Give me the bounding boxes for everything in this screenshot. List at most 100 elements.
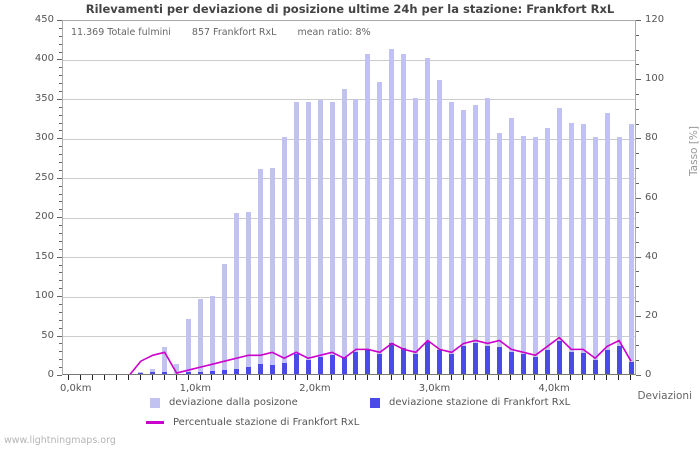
bar-deviation-light — [365, 53, 371, 374]
x-tick-mark — [331, 375, 333, 380]
bar-deviation-light — [209, 295, 215, 374]
y-minor-tick-left — [59, 304, 62, 305]
x-tick-mark — [582, 375, 584, 380]
bar-deviation-station — [413, 353, 419, 374]
bar-deviation-station — [508, 351, 514, 374]
x-tick-mark — [450, 375, 452, 380]
y-tick-mark-left — [57, 20, 62, 21]
bar-deviation-station — [198, 371, 204, 374]
legend-label: deviazione dalla posizone — [169, 397, 298, 408]
x-tick-mark — [522, 375, 524, 380]
x-tick-mark — [127, 375, 129, 380]
x-tick-mark — [546, 375, 548, 380]
y-minor-tick-left — [59, 91, 62, 92]
bar-deviation-light — [269, 168, 275, 374]
x-tick-mark — [390, 375, 392, 380]
bar-deviation-station — [329, 355, 335, 374]
y-tick-mark-left — [57, 375, 62, 376]
y-minor-tick-left — [59, 35, 62, 37]
bar-deviation-station — [532, 357, 538, 374]
bar-deviation-light — [508, 117, 514, 374]
x-tick-mark — [462, 375, 464, 380]
y-minor-tick-left — [59, 146, 62, 148]
bar-deviation-station — [544, 350, 550, 374]
x-tick-mark — [486, 375, 488, 380]
x-tick-mark — [426, 375, 428, 380]
y-tick-label-left: 400 — [34, 53, 54, 65]
x-tick-mark — [271, 375, 273, 380]
y-tick-mark-right — [636, 197, 641, 199]
y-minor-tick-right — [636, 227, 639, 229]
y-minor-tick-left — [59, 288, 62, 290]
x-tick-mark — [91, 375, 93, 380]
x-tick-mark — [151, 375, 153, 380]
legend-item-ratio-line: Percentuale stazione di Frankfort RxL — [146, 417, 359, 428]
y-minor-tick-left — [59, 201, 62, 203]
bar-deviation-station — [604, 350, 610, 374]
y-tick-label-right: 40 — [645, 250, 658, 262]
gridline — [63, 257, 635, 259]
y-minor-tick-left — [59, 169, 62, 171]
y-tick-mark-right — [636, 375, 641, 376]
y-tick-label-right: 60 — [645, 191, 658, 203]
y-tick-mark-left — [57, 177, 62, 179]
bar-deviation-light — [221, 263, 227, 374]
y-tick-mark-left — [57, 335, 62, 337]
y-minor-tick-left — [59, 343, 62, 345]
bar-deviation-light — [616, 137, 622, 374]
x-tick-mark — [618, 375, 620, 380]
x-tick-mark — [570, 375, 572, 380]
legend-swatch-box — [150, 397, 160, 408]
bar-deviation-station — [556, 340, 562, 374]
chart-annotations: 11.369 Totale fulmini 857 Frankfort RxL … — [71, 27, 389, 38]
x-tick-mark — [295, 375, 297, 380]
bar-deviation-station — [317, 356, 323, 374]
bar-deviation-station — [520, 354, 526, 374]
y-minor-tick-left — [59, 209, 62, 211]
x-tick-mark — [283, 375, 285, 380]
y-minor-tick-left — [59, 114, 62, 116]
x-tick-mark — [247, 375, 249, 380]
x-tick-mark — [259, 375, 261, 380]
x-tick-mark — [534, 375, 536, 380]
x-tick-mark — [558, 375, 560, 380]
watermark: www.lightningmaps.org — [4, 435, 116, 446]
bar-deviation-station — [437, 350, 443, 374]
y-minor-tick-left — [59, 83, 62, 85]
gridline — [63, 217, 635, 219]
x-tick-mark — [199, 375, 201, 380]
bar-deviation-station — [485, 345, 491, 374]
y-minor-tick-right — [636, 153, 639, 155]
x-tick-label: 1,0km — [179, 383, 212, 394]
x-tick-mark — [115, 375, 117, 380]
bar-deviation-light — [449, 101, 455, 374]
y-minor-tick-right — [636, 345, 639, 347]
y-minor-tick-left — [59, 130, 62, 132]
y-tick-label-left: 250 — [34, 171, 54, 183]
y-minor-tick-right — [636, 271, 639, 273]
x-tick-mark — [139, 375, 141, 380]
x-tick-label: 0,0km — [60, 383, 92, 394]
bar-deviation-light — [281, 137, 287, 374]
bar-deviation-station — [269, 364, 275, 374]
x-tick-mark — [79, 375, 81, 380]
bar-deviation-station — [138, 373, 144, 374]
bar-deviation-station — [401, 347, 407, 374]
y-minor-tick-left — [59, 233, 62, 234]
gridline — [63, 59, 635, 61]
bar-deviation-light — [473, 105, 479, 374]
bar-deviation-station — [377, 354, 383, 374]
bar-deviation-station — [592, 359, 598, 374]
y-minor-tick-right — [636, 330, 639, 332]
bar-deviation-light — [496, 132, 502, 374]
legend-item-deviation-light: deviazione dalla posizone — [150, 397, 298, 408]
bar-deviation-station — [209, 370, 215, 374]
legend-swatch-line — [146, 421, 164, 424]
y-minor-tick-left — [59, 319, 62, 321]
x-tick-mark — [510, 375, 512, 380]
bar-deviation-light — [389, 48, 395, 374]
bar-deviation-station — [425, 341, 431, 374]
bar-deviation-light — [592, 137, 598, 374]
y-minor-tick-left — [59, 225, 62, 227]
